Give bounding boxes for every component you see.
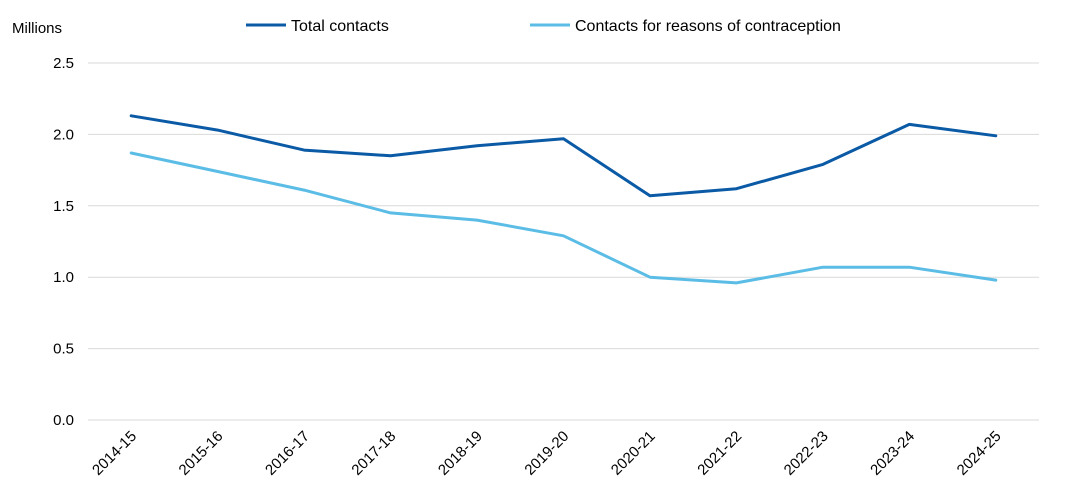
legend-label-0: Total contacts (291, 18, 389, 35)
x-tick-label: 2016-17 (262, 428, 313, 479)
series-line-1 (129, 151, 998, 285)
y-tick-label: 0.5 (53, 341, 74, 358)
x-tick-label: 2017-18 (348, 428, 399, 479)
legend-label-1: Contacts for reasons of contraception (575, 18, 841, 35)
gridlines (88, 62, 1039, 421)
y-tick-label: 0.0 (53, 412, 74, 429)
y-tick-label: 1.5 (53, 198, 74, 215)
y-tick-label: 1.0 (53, 269, 74, 286)
x-tick-label: 2023-24 (867, 428, 918, 479)
y-axis-unit-label: Millions (12, 20, 62, 37)
y-tick-label: 2.0 (53, 126, 74, 143)
x-tick-label: 2019-20 (521, 428, 572, 479)
y-axis-ticks: 0.0 0.5 1.0 1.5 2.0 2.5 (53, 55, 74, 429)
x-tick-label: 2014-15 (89, 428, 140, 479)
series-lines (129, 114, 998, 285)
x-tick-label: 2020-21 (608, 428, 659, 479)
x-tick-label: 2021-22 (694, 428, 745, 479)
x-tick-label: 2015-16 (176, 428, 227, 479)
x-tick-label: 2024-25 (954, 428, 1005, 479)
series-line-0 (129, 114, 998, 198)
x-tick-label: 2018-19 (435, 428, 486, 479)
y-tick-label: 2.5 (53, 55, 74, 72)
x-tick-label: 2022-23 (781, 428, 832, 479)
x-axis-ticks: 2014-15 2015-16 2016-17 2017-18 2018-19 2019-… (89, 428, 1005, 479)
legend: Total contacts Contacts for reasons of co… (246, 18, 841, 35)
